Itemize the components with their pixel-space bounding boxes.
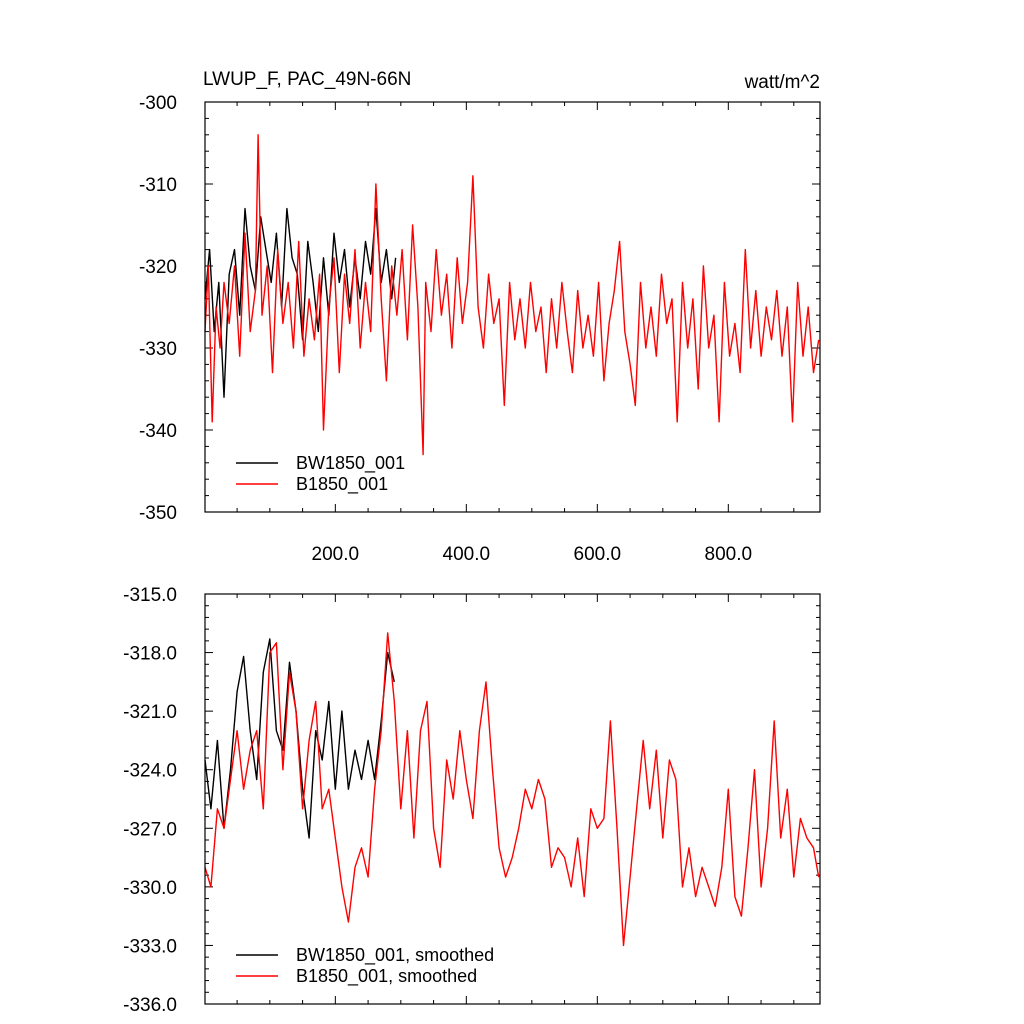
chart-units-label: watt/m^2 bbox=[744, 72, 820, 93]
legend-label: BW1850_001 bbox=[296, 453, 405, 474]
y-tick-label: -336.0 bbox=[123, 995, 177, 1016]
x-tick-label: 400.0 bbox=[443, 544, 491, 565]
series-line-bw1850-001-smoothed bbox=[204, 638, 395, 839]
x-tick-label: 800.0 bbox=[705, 544, 753, 565]
y-tick-label: -318.0 bbox=[123, 644, 177, 665]
x-tick-label: 600.0 bbox=[574, 544, 622, 565]
chart-title-left: LWUP_F, PAC_49N-66N bbox=[203, 69, 411, 90]
y-tick-label: -321.0 bbox=[123, 702, 177, 723]
legend-label: B1850_001, smoothed bbox=[296, 966, 477, 987]
y-tick-label: -324.0 bbox=[123, 761, 177, 782]
bottom-ticks bbox=[205, 593, 820, 1005]
y-tick-label: -330 bbox=[139, 339, 177, 360]
top-plot-frame bbox=[204, 101, 821, 513]
bottom-plot-frame bbox=[204, 593, 821, 1005]
y-tick-label: -315.0 bbox=[123, 585, 177, 606]
y-tick-label: -310 bbox=[139, 175, 177, 196]
y-tick-label: -320 bbox=[139, 257, 177, 278]
top-series-layer bbox=[204, 134, 820, 456]
series-line-b1850-001-smoothed bbox=[204, 632, 820, 947]
series-line-b1850-001 bbox=[204, 134, 820, 456]
y-tick-label: -340 bbox=[139, 421, 177, 442]
y-tick-label: -327.0 bbox=[123, 819, 177, 840]
bottom-series-layer bbox=[204, 632, 820, 947]
y-tick-label: -330.0 bbox=[123, 878, 177, 899]
bottom-chart: -315.0 -318.0 -321.0 -324.0 -327.0 -330.0 -333… bbox=[123, 585, 821, 1016]
series-line-bw1850-001 bbox=[204, 207, 397, 398]
y-tick-label: -350 bbox=[139, 503, 177, 524]
y-tick-label: -333.0 bbox=[123, 936, 177, 957]
legend-label: B1850_001 bbox=[296, 474, 388, 495]
x-tick-label: 200.0 bbox=[312, 544, 360, 565]
bottom-axis-labels: -315.0 -318.0 -321.0 -324.0 -327.0 -330.0 -333… bbox=[123, 585, 177, 1016]
top-chart: LWUP_F, PAC_49N-66N watt/m^2 -300 -310 -32… bbox=[139, 69, 821, 565]
y-tick-label: -300 bbox=[139, 93, 177, 114]
top-axis-labels: -300 -310 -320 -330 -340 -350 200.0 400.0 600.0 8… bbox=[139, 93, 752, 565]
legend-label: BW1850_001, smoothed bbox=[296, 945, 494, 966]
top-ticks bbox=[205, 101, 820, 513]
